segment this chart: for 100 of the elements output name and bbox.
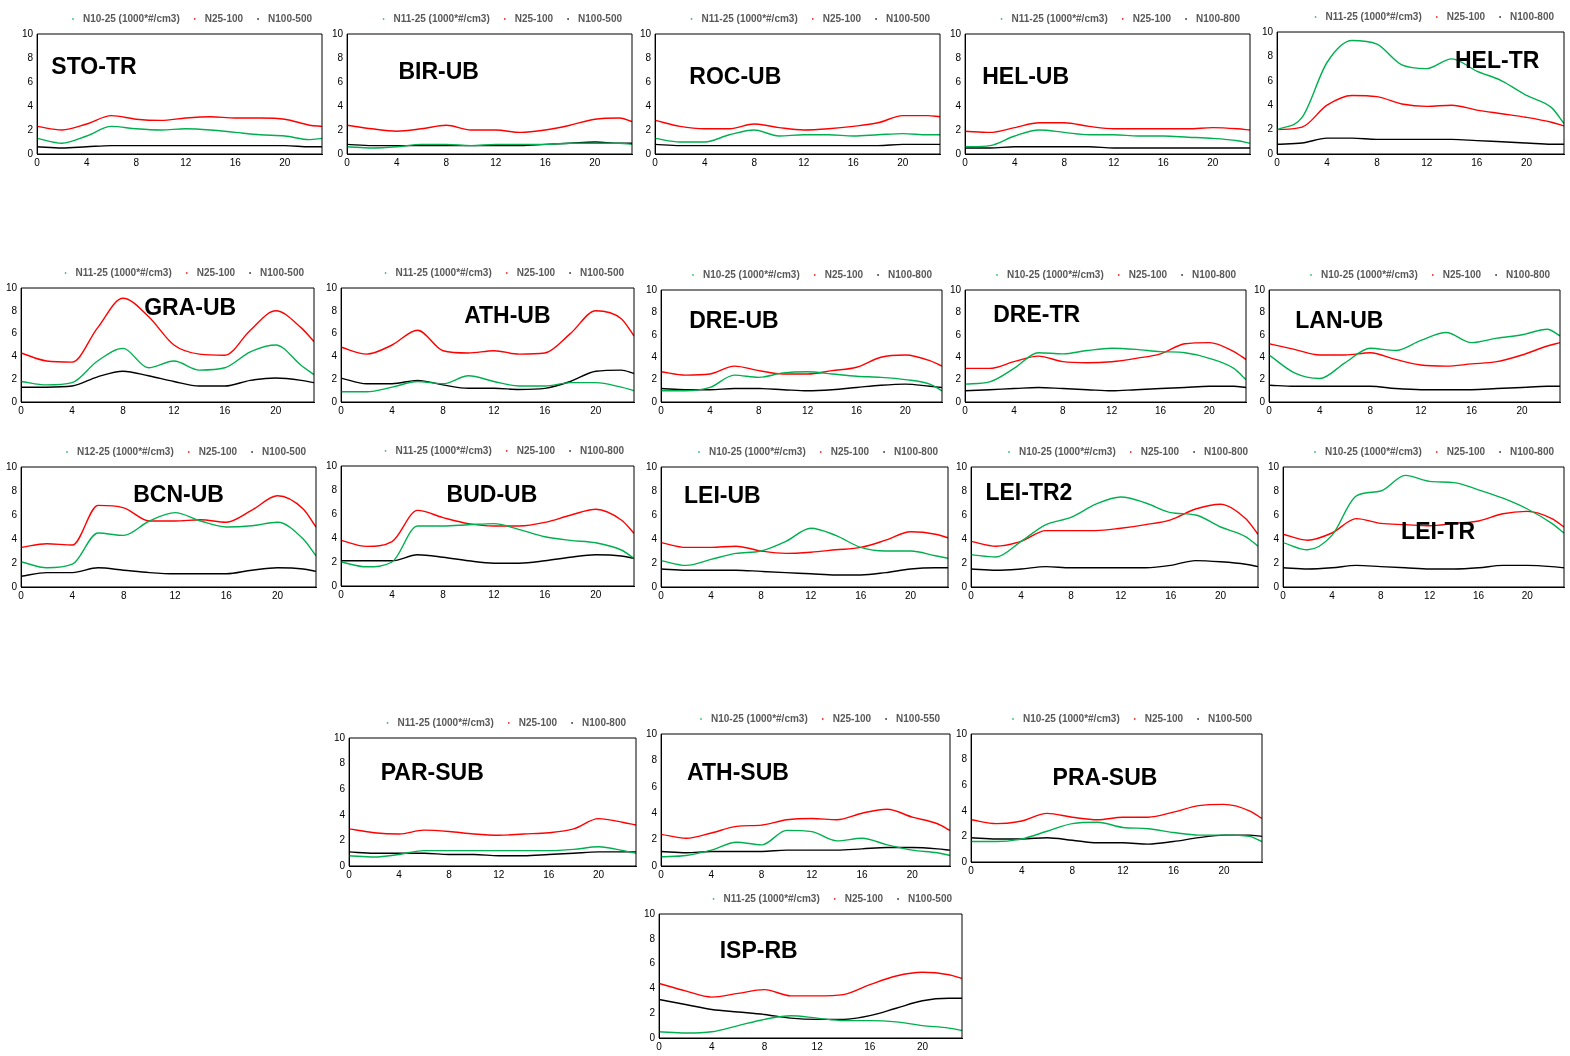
- text: LAN-UB: [1295, 306, 1384, 333]
- y-tick-label: 4: [961, 804, 968, 816]
- legend-label: N25-100: [1442, 268, 1482, 280]
- y-tick-label: 10: [1262, 25, 1274, 37]
- line-series: [659, 971, 962, 998]
- x-tick-label: 8: [440, 404, 447, 416]
- x-tick-label: 16: [539, 156, 552, 168]
- text: LEI-UB: [684, 482, 761, 509]
- line-series: [37, 125, 322, 144]
- y-tick-label: 2: [649, 1006, 656, 1018]
- x-tick-label: 20: [589, 156, 601, 168]
- y-tick-label: 0: [645, 147, 652, 159]
- y-tick-label: 2: [27, 123, 34, 135]
- y-tick-label: 8: [955, 306, 962, 318]
- y-tick-label: 10: [334, 731, 346, 743]
- line-series: [971, 821, 1262, 843]
- line-series: [1277, 39, 1564, 131]
- y-tick-label: 0: [955, 147, 962, 159]
- legend-label: N100-800: [580, 444, 625, 456]
- x-tick-label: 12: [493, 868, 505, 880]
- y-tick-label: 8: [11, 484, 18, 496]
- x-tick-label: 8: [440, 588, 447, 600]
- x-tick-label: 12: [806, 868, 818, 880]
- legend-label: N11-25 (1000*#/cm3): [723, 892, 820, 904]
- line-series: [1283, 510, 1564, 541]
- x-tick-label: 12: [798, 156, 810, 168]
- y-tick-label: 0: [331, 395, 338, 407]
- y-tick-label: 6: [337, 75, 344, 87]
- y-tick-label: 4: [651, 806, 658, 818]
- y-tick-label: 8: [651, 484, 658, 496]
- legend-label: N25-100: [844, 892, 884, 904]
- legend-label: N10-25 (1000*#/cm3): [708, 445, 806, 457]
- legend-label: N25-100: [1132, 12, 1172, 24]
- y-tick-label: 4: [961, 532, 968, 544]
- x-tick-label: 20: [1521, 156, 1533, 168]
- x-tick-label: 16: [1471, 156, 1483, 168]
- y-tick-label: 8: [651, 306, 658, 318]
- legend-label: N100-500: [1208, 712, 1253, 724]
- y-tick-label: 4: [651, 350, 658, 362]
- x-tick-label: 4: [1011, 404, 1018, 416]
- legend-label: N25-100: [514, 12, 554, 24]
- y-tick-label: 0: [961, 855, 968, 867]
- legend-label: N100-550: [896, 712, 941, 724]
- x-tick-label: 4: [69, 589, 76, 601]
- y-tick-label: 2: [331, 372, 338, 384]
- line-series: [341, 508, 634, 548]
- x-tick-label: 12: [1106, 404, 1118, 416]
- y-tick-label: 4: [337, 99, 344, 111]
- y-tick-label: 8: [1273, 484, 1280, 496]
- x-tick-label: 12: [180, 156, 192, 168]
- legend-label: N10-25 (1000*#/cm3): [1320, 268, 1418, 280]
- y-tick-label: 10: [956, 727, 968, 739]
- y-tick-label: 8: [961, 753, 968, 765]
- x-tick-label: 8: [756, 404, 763, 416]
- x-tick-label: 8: [1374, 156, 1381, 168]
- x-tick-label: 20: [897, 156, 909, 168]
- y-tick-label: 10: [646, 460, 658, 472]
- text: BCN-UB: [133, 481, 224, 508]
- legend-label: N25-100: [1144, 712, 1184, 724]
- line-series: [21, 511, 316, 569]
- legend-label: N10-25 (1000*#/cm3): [82, 12, 180, 24]
- y-tick-label: 0: [1259, 395, 1266, 407]
- x-tick-label: 16: [539, 404, 551, 416]
- x-tick-label: 8: [1378, 589, 1385, 601]
- y-tick-label: 8: [645, 51, 652, 63]
- x-tick-label: 8: [120, 404, 127, 416]
- text: ATH-UB: [464, 301, 551, 328]
- x-tick-label: 12: [168, 404, 180, 416]
- x-tick-label: 12: [488, 588, 500, 600]
- y-tick-label: 8: [331, 483, 338, 495]
- y-tick-label: 10: [22, 27, 34, 39]
- y-tick-label: 6: [11, 508, 18, 520]
- line-series: [655, 114, 940, 131]
- legend-label: N11-25 (1000*#/cm3): [701, 12, 798, 24]
- text: BIR-UB: [398, 57, 479, 84]
- x-tick-label: 12: [1421, 156, 1433, 168]
- x-tick-label: 8: [1060, 404, 1067, 416]
- legend-label: N10-25 (1000*#/cm3): [702, 268, 800, 280]
- x-tick-label: 16: [855, 589, 867, 601]
- text: DRE-UB: [689, 306, 779, 333]
- line-series: [965, 122, 1250, 134]
- legend-label: N25-100: [832, 712, 872, 724]
- text: PAR-SUB: [380, 759, 484, 786]
- x-tick-label: 8: [1367, 404, 1374, 416]
- y-tick-label: 0: [27, 147, 34, 159]
- y-tick-label: 10: [332, 27, 344, 39]
- x-tick-label: 4: [389, 588, 396, 600]
- x-tick-label: 8: [758, 868, 765, 880]
- x-tick-label: 12: [169, 589, 181, 601]
- text: HEL-TR: [1454, 46, 1540, 73]
- legend-label: N10-25 (1000*#/cm3): [1022, 712, 1120, 724]
- y-tick-label: 2: [955, 123, 962, 135]
- x-tick-label: 16: [864, 1040, 876, 1052]
- y-tick-label: 2: [651, 556, 658, 568]
- x-tick-label: 20: [270, 404, 282, 416]
- legend-label: N25-100: [204, 12, 244, 24]
- legend-label: N100-500: [268, 12, 313, 24]
- line-series: [349, 817, 636, 836]
- x-tick-label: 16: [1167, 864, 1180, 876]
- legend-label: N100-800: [1510, 10, 1555, 22]
